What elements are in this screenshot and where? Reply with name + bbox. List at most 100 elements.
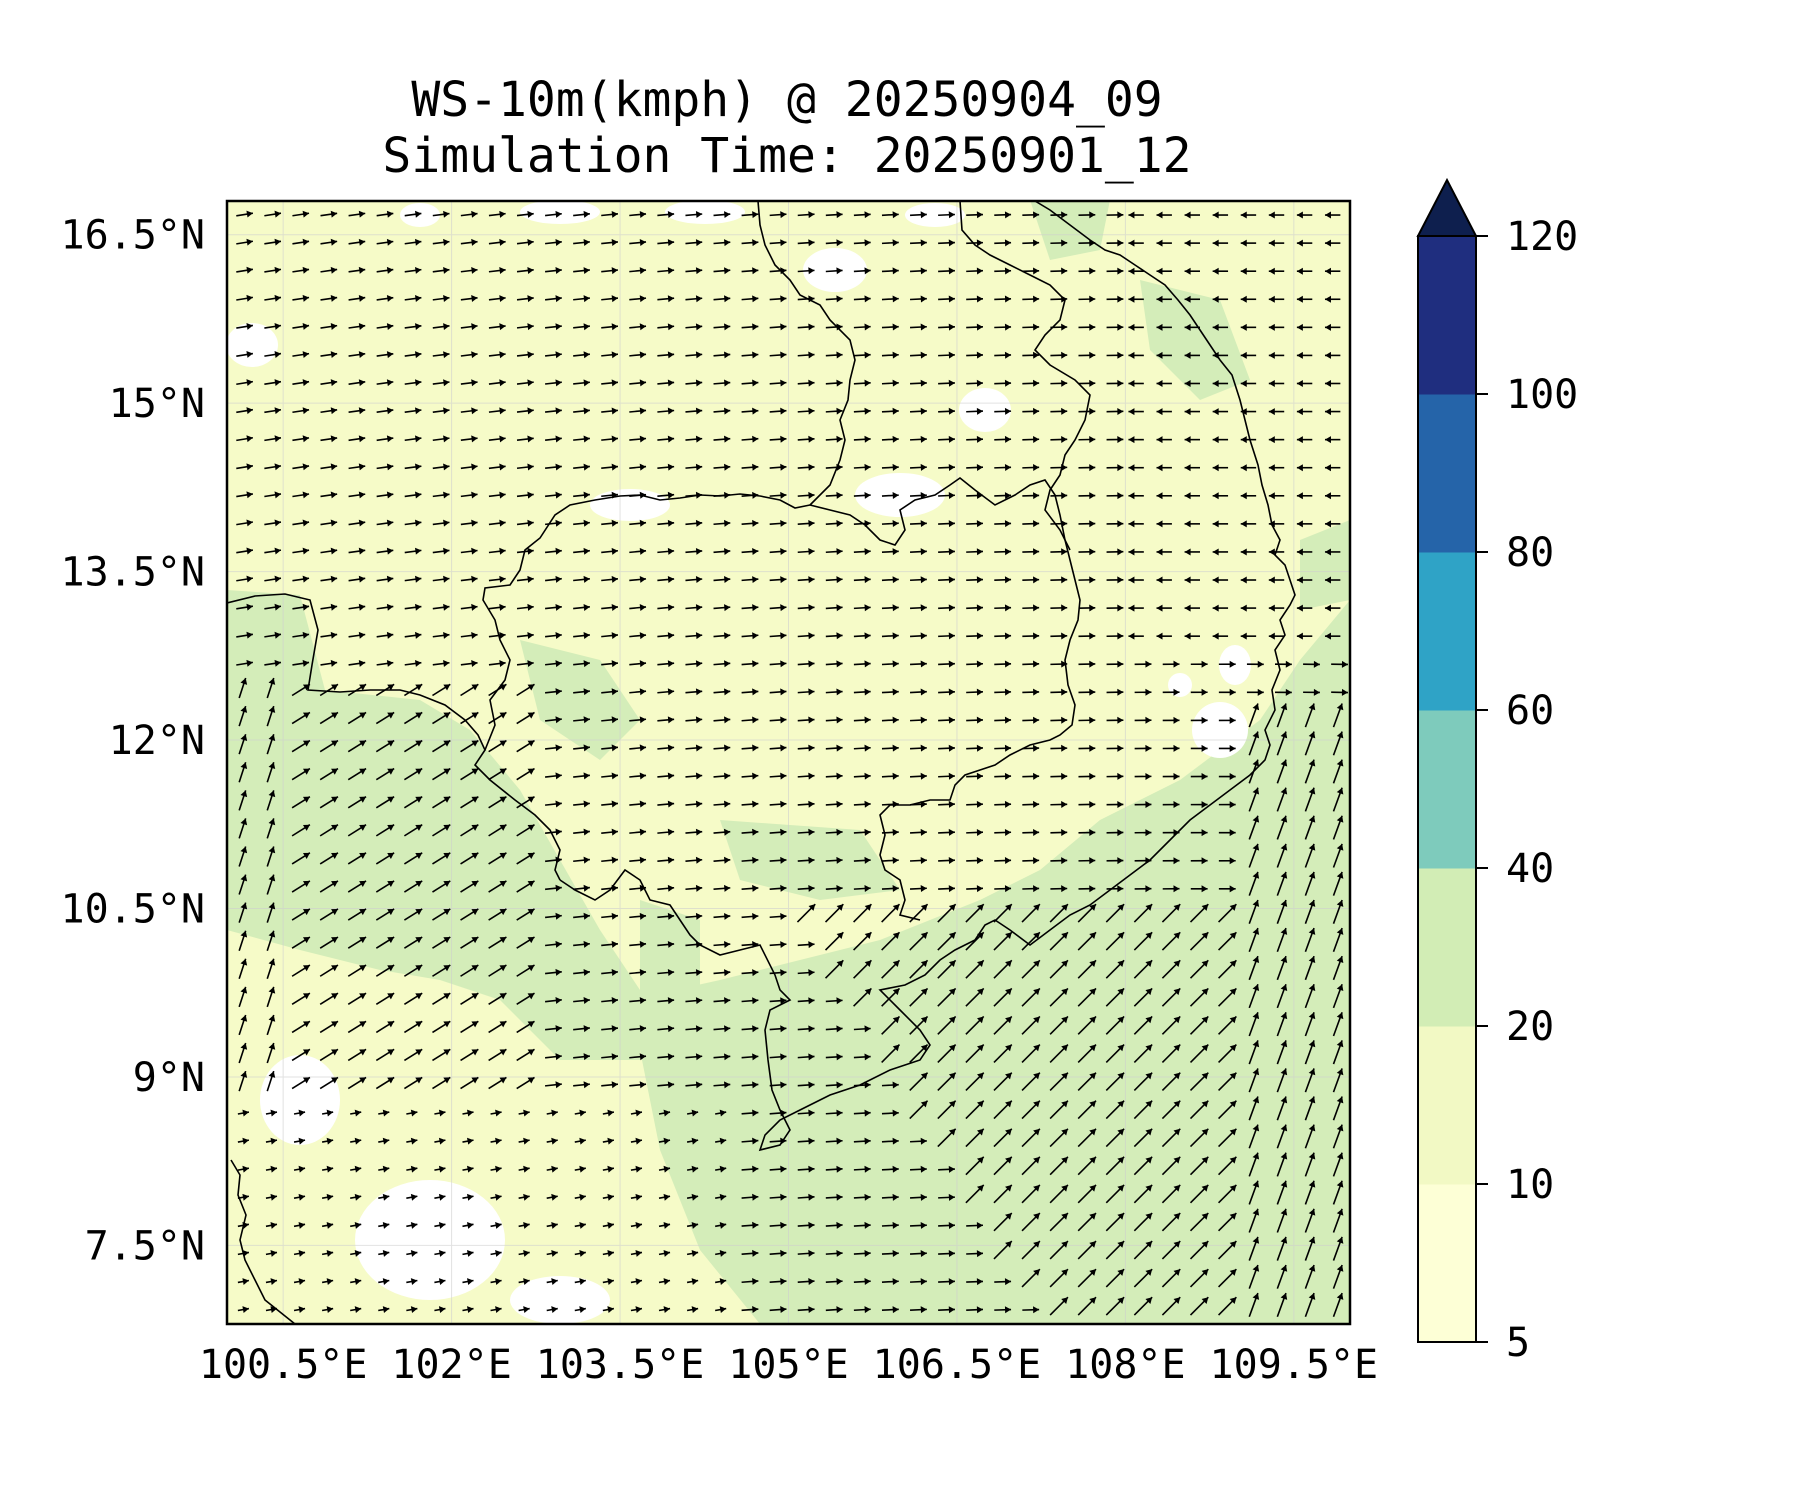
wind-arrow [320,491,338,499]
wind-arrow [321,1250,334,1257]
wind-arrow [1324,464,1341,472]
wind-arrow [1106,407,1124,415]
wind-arrow [1324,267,1341,275]
wind-arrow [741,435,759,443]
wind-arrow [1078,772,1096,780]
wind-arrow [1106,857,1124,865]
wind-arrow [938,379,955,387]
wind-arrow [237,1221,250,1229]
wind-arrow [1184,520,1200,528]
wind-arrow [1304,871,1316,896]
wind-arrow [1021,1268,1041,1288]
wind-arrow [488,1076,507,1090]
wind-arrow [488,491,506,499]
wind-arrow [1161,1296,1181,1316]
wind-arrow [769,323,787,331]
wind-arrow [1184,239,1200,247]
wind-arrow [404,519,422,527]
wind-arrow [1077,1156,1097,1176]
wind-arrow [910,856,927,864]
wind-arrow [853,491,871,499]
wind-arrow [518,1306,530,1314]
wind-arrow [741,1081,759,1089]
wind-arrow [319,852,339,865]
wind-arrow [994,604,1012,612]
wind-arrow [1022,323,1040,331]
wind-arrow [320,575,338,583]
wind-arrow [938,688,955,696]
wind-arrow [938,548,955,556]
wind-arrow [1022,744,1040,752]
wind-arrow [629,239,647,247]
wind-arrow [713,519,731,527]
wind-arrow [1077,959,1097,979]
wind-arrow [378,1221,390,1229]
wind-arrow [516,824,535,837]
wind-arrow [1078,351,1096,359]
wind-arrow [1332,787,1344,812]
wind-arrow [965,1072,985,1092]
wind-arrow [685,519,703,527]
wind-arrow [601,997,619,1005]
wind-arrow [347,739,367,753]
wind-arrow [881,548,899,556]
wind-arrow [1212,211,1229,219]
wind-arrow [966,800,984,808]
wind-arrow [1106,885,1124,893]
wind-arrow [1106,239,1124,247]
wind-arrow [685,267,703,275]
wind-arrow [265,1193,278,1201]
wind-arrow [1332,1236,1344,1261]
wind-arrow [686,1221,699,1229]
wind-arrow [741,1137,759,1145]
wind-arrow [293,1165,306,1173]
wind-arrow [319,1076,339,1090]
wind-arrow [1304,1068,1316,1093]
wind-arrow [685,323,703,331]
wind-arrow [713,800,731,808]
wind-arrow [881,1043,901,1063]
wind-arrow [432,1076,451,1090]
wind-arrow [490,1193,502,1201]
wind-arrow [292,210,310,218]
wind-arrow [825,267,843,275]
wind-arrow [434,1165,446,1173]
wind-arrow [1304,787,1316,812]
wind-arrow [406,1193,418,1201]
wind-arrow [965,903,985,923]
wind-arrow [462,1250,474,1257]
wind-arrow [741,800,759,808]
wind-arrow [488,852,507,865]
wind-arrow [1021,903,1041,923]
wind-arrow [573,239,590,246]
wind-arrow [629,744,647,752]
wind-arrow [825,1053,843,1061]
wind-arrow [573,800,590,808]
wind-arrow [238,846,248,867]
wind-arrow [910,379,927,387]
wind-arrow [685,828,703,836]
wind-arrow [602,1278,615,1285]
coastline-malay-peninsula [230,1159,296,1324]
wind-arrow [1218,829,1236,837]
wind-arrow [853,716,871,724]
wind-arrow [994,744,1012,752]
wind-arrow [236,210,254,218]
wind-arrow [347,852,367,865]
wind-arrow [1105,931,1125,951]
wind-arrow [966,1221,984,1229]
wind-arrow [545,856,562,864]
wind-arrow [769,1249,787,1257]
wind-arrow [1050,492,1068,500]
wind-arrow [1050,688,1068,696]
wind-arrow [853,931,872,951]
wind-arrow [629,688,647,696]
wind-arrow [1276,1152,1288,1177]
wind-arrow [347,795,367,809]
wind-arrow [1324,323,1341,331]
wind-arrow [434,1109,446,1117]
wind-arrow [938,716,955,724]
wind-arrow [993,1100,1013,1120]
wind-arrow [432,795,451,809]
wind-arrow [320,519,338,527]
